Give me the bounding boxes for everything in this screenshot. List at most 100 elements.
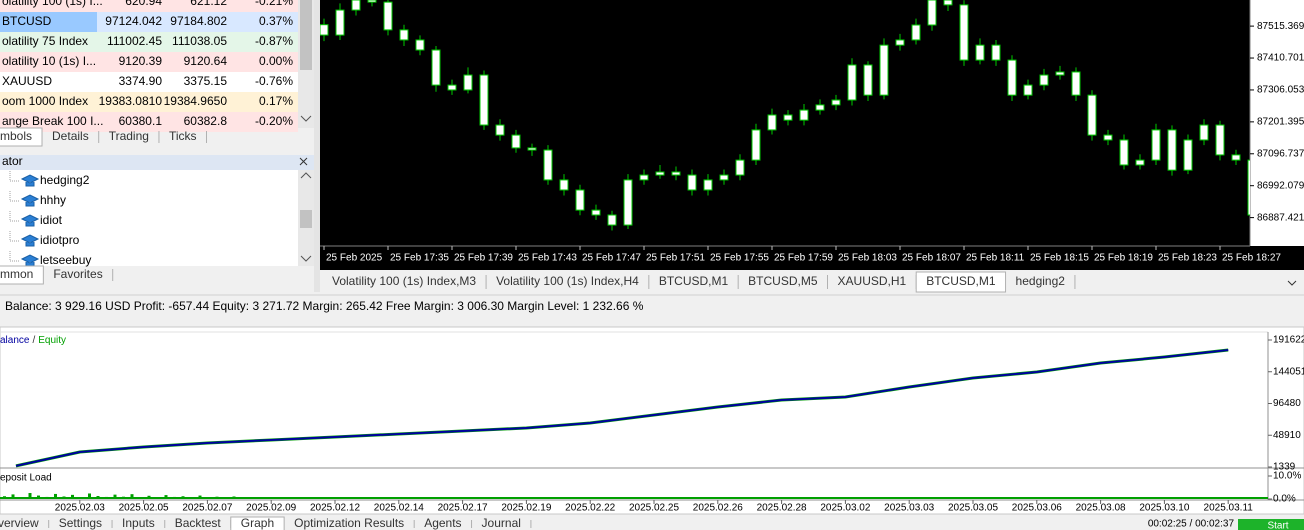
bid: 620.94 xyxy=(125,0,162,8)
navigator-tab[interactable]: Favorites xyxy=(53,267,102,281)
tester-tab[interactable]: Graph xyxy=(241,516,274,530)
time-label: 25 Feb 17:59 xyxy=(774,253,833,264)
candle-body xyxy=(320,24,329,36)
chart-tab[interactable]: XAUUSD,H1 xyxy=(838,274,907,288)
tabs-menu[interactable] xyxy=(1284,276,1300,290)
tester-tab-active[interactable] xyxy=(230,516,285,530)
bar xyxy=(28,493,32,499)
candle-body xyxy=(559,179,569,191)
x-tick-label: 2025.02.17 xyxy=(438,503,488,514)
navigator-item[interactable]: idiot xyxy=(40,213,63,227)
scroll-thumb[interactable] xyxy=(300,0,312,70)
bar xyxy=(164,495,168,499)
x-tick-label: 2025.02.19 xyxy=(501,503,551,514)
candle-body xyxy=(831,99,841,106)
bar xyxy=(45,496,49,499)
candle-body xyxy=(1135,159,1145,166)
row-bg[interactable] xyxy=(0,0,298,12)
chart-tab[interactable]: Volatility 100 (1s) Index,M3 xyxy=(332,274,476,288)
candle-body xyxy=(671,171,681,176)
start-button[interactable] xyxy=(1238,519,1304,530)
tree-line xyxy=(9,191,20,202)
bar xyxy=(79,497,83,499)
market-watch-tab-active[interactable] xyxy=(0,127,43,147)
time-label: 25 Feb 17:47 xyxy=(582,253,641,264)
navigator-item[interactable]: idiotpro xyxy=(40,233,80,247)
bar xyxy=(224,497,227,499)
tester-tab[interactable]: Journal xyxy=(482,516,521,530)
price-label: 87306.053 xyxy=(1257,85,1304,96)
row-bg[interactable] xyxy=(0,112,298,132)
tree-line xyxy=(9,251,20,262)
x-tick-label: 2025.02.09 xyxy=(246,503,296,514)
chart-tab[interactable]: BTCUSD,M1 xyxy=(659,274,729,288)
candle-body xyxy=(607,214,617,226)
candle-body xyxy=(655,171,665,176)
chart-tab[interactable]: Volatility 100 (1s) Index,H4 xyxy=(496,274,639,288)
candle-body xyxy=(1183,139,1193,171)
price-label: 87410.701 xyxy=(1257,53,1304,64)
candle-body xyxy=(703,179,713,191)
tester-tab[interactable]: Settings xyxy=(59,516,102,530)
candle-body xyxy=(863,64,873,96)
row-bg[interactable] xyxy=(0,92,298,112)
navigator-item[interactable]: hedging2 xyxy=(40,173,90,187)
candle-body xyxy=(1151,129,1161,161)
bar xyxy=(71,494,74,499)
candle-body xyxy=(959,4,969,61)
close-icon[interactable] xyxy=(299,157,308,166)
bar xyxy=(181,496,185,499)
symbol: olatility 75 Index xyxy=(2,34,88,48)
market-watch-tab[interactable]: mbols xyxy=(0,129,32,143)
bar xyxy=(139,497,142,499)
tester-tab[interactable]: verview xyxy=(0,516,39,530)
tester-tab[interactable]: Inputs xyxy=(122,516,155,530)
tabs-menu-arrow[interactable] xyxy=(1287,280,1297,286)
navigator-tab[interactable]: mmon xyxy=(0,267,33,281)
x-tick-label: 2025.02.03 xyxy=(55,503,105,514)
tester-tab[interactable]: Optimization Results xyxy=(294,516,404,530)
candle-body xyxy=(495,124,505,136)
splitter xyxy=(314,0,320,292)
x-tick-label: 2025.02.14 xyxy=(374,503,424,514)
x-tick-label: 2025.02.28 xyxy=(757,503,807,514)
candle-body xyxy=(943,0,953,6)
price-label: 87201.395 xyxy=(1257,117,1304,128)
chart-tab-active[interactable] xyxy=(915,271,1007,293)
tester-tab[interactable]: Agents xyxy=(424,516,461,530)
price-scale-bg xyxy=(1250,0,1304,246)
ea-icon xyxy=(20,174,40,187)
time-label: 25 Feb 2025 xyxy=(326,253,383,264)
bar xyxy=(207,497,210,499)
navigator-item[interactable]: hhhy xyxy=(40,193,66,207)
chart-tab[interactable]: hedging2 xyxy=(1016,274,1066,288)
row-bg[interactable] xyxy=(0,52,298,72)
tester-tab[interactable]: Backtest xyxy=(175,516,222,530)
scroll-arrow[interactable] xyxy=(300,115,312,122)
chart-tab[interactable]: BTCUSD,M5 xyxy=(748,274,818,288)
symbol: BTCUSD xyxy=(2,14,52,28)
chart-tabs-bar xyxy=(320,270,1304,292)
navigator-item[interactable]: letseebuy xyxy=(40,253,91,267)
tree-line xyxy=(9,171,20,182)
scroll-arrows[interactable] xyxy=(300,172,312,262)
price-label: 87096.737 xyxy=(1257,148,1304,159)
time-label: 25 Feb 17:43 xyxy=(518,253,577,264)
market-watch-tab[interactable]: Trading xyxy=(109,129,149,143)
navigator-list xyxy=(0,170,298,266)
time-label: 25 Feb 18:11 xyxy=(966,253,1025,264)
navigator-title: ator xyxy=(2,154,23,168)
market-watch-tab[interactable]: Ticks xyxy=(169,129,197,143)
market-watch-tab[interactable]: Details xyxy=(52,129,89,143)
change: -0.87% xyxy=(255,34,293,48)
row-bg[interactable] xyxy=(0,72,298,92)
navigator-tab-active[interactable] xyxy=(0,265,44,285)
scroll-thumb[interactable] xyxy=(300,210,312,228)
bar xyxy=(88,493,91,499)
tree-line xyxy=(9,211,20,222)
start-label[interactable]: Start xyxy=(1267,521,1288,530)
candle-body xyxy=(719,174,729,181)
chart-tab[interactable]: BTCUSD,M1 xyxy=(926,274,996,288)
row-bg[interactable] xyxy=(0,32,298,52)
